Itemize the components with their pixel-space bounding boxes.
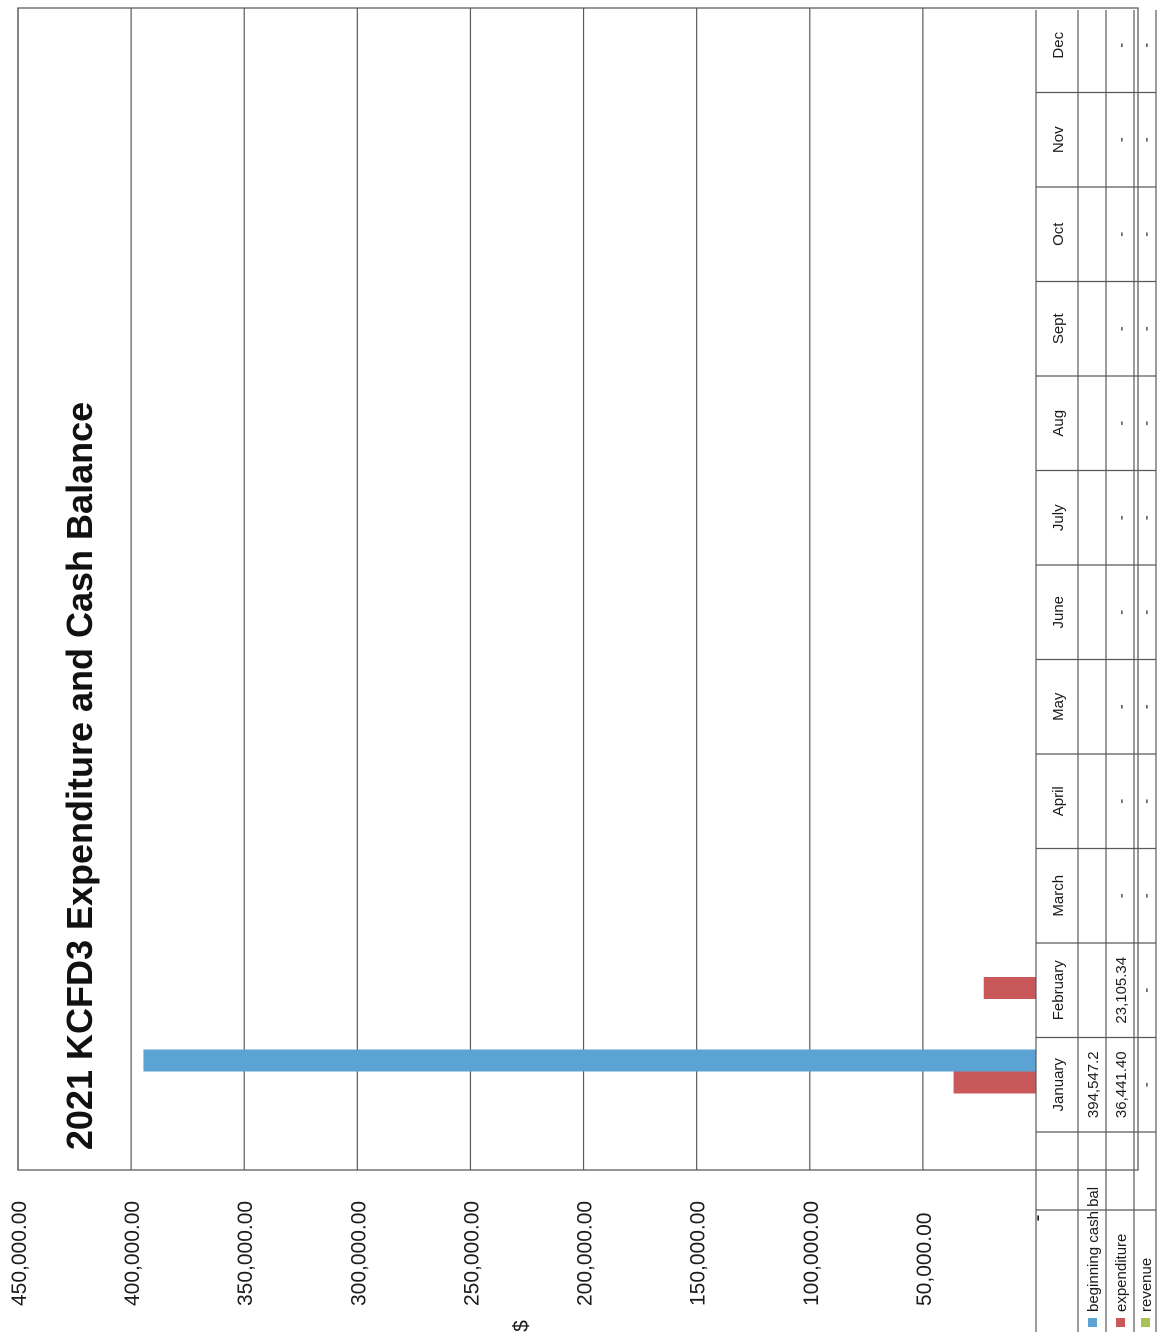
gridlines: [17, 8, 924, 1170]
category-label: April: [1050, 786, 1067, 816]
table-value: -: [1113, 704, 1130, 709]
table-value: -: [1113, 232, 1130, 237]
y-axis-label: $: [510, 1320, 533, 1332]
legend-key-expenditure: [1116, 1318, 1125, 1327]
y-tick-label: -: [1026, 1215, 1049, 1222]
data-table: January February March April May June July Aug S…: [1035, 10, 1157, 1332]
table-value: -: [1113, 326, 1130, 331]
table-value: -: [1138, 704, 1155, 709]
y-tick-label: 150,000.00: [687, 1201, 710, 1306]
y-tick-label: 350,000.00: [234, 1201, 257, 1306]
y-tick-label: 50,000.00: [913, 1213, 936, 1306]
category-label: Dec: [1050, 31, 1067, 58]
table-value: -: [1138, 232, 1155, 237]
category-label: Oct: [1050, 222, 1067, 246]
table-value: -: [1138, 799, 1155, 804]
y-tick-label: 450,000.00: [8, 1201, 31, 1306]
table-value: -: [1138, 893, 1155, 898]
series-name: revenue: [1138, 1258, 1155, 1312]
category-label: Aug: [1050, 410, 1067, 437]
series-name: expenditure: [1113, 1234, 1130, 1312]
table-value: -: [1138, 515, 1155, 520]
table-value: -: [1138, 326, 1155, 331]
table-value: -: [1138, 1082, 1155, 1087]
table-value: -: [1138, 43, 1155, 48]
bar-beginning-cash-bal-January: [143, 1049, 1037, 1072]
legend-key-revenue: [1141, 1318, 1150, 1327]
y-tick-label: 250,000.00: [460, 1201, 483, 1306]
table-value: -: [1113, 799, 1130, 804]
table-value: -: [1138, 421, 1155, 426]
series-name: beginning cash bal: [1085, 1187, 1102, 1312]
table-value: -: [1138, 137, 1155, 142]
bar-expenditure-February: [983, 977, 1036, 999]
bars: [143, 977, 1037, 1094]
category-label: Nov: [1050, 126, 1067, 153]
table-value: -: [1113, 610, 1130, 615]
table-value: -: [1113, 43, 1130, 48]
y-axis-tick-labels: - 50,000.00 100,000.00 150,000.00 200,000.00…: [8, 1201, 1049, 1306]
category-label: January: [1050, 1058, 1067, 1112]
table-value: 23,105.34: [1113, 957, 1130, 1024]
table-value: 394,547.2: [1085, 1051, 1102, 1118]
y-tick-label: 100,000.00: [800, 1201, 823, 1306]
y-tick-label: 300,000.00: [347, 1201, 370, 1306]
category-label: May: [1050, 692, 1067, 721]
table-value: 36,441.40: [1113, 1051, 1130, 1118]
table-value: -: [1113, 421, 1130, 426]
table-value: -: [1138, 610, 1155, 615]
plot-frame: [17, 7, 1139, 1171]
y-tick-label: 400,000.00: [121, 1201, 144, 1306]
category-label: July: [1050, 504, 1067, 531]
table-value: -: [1113, 893, 1130, 898]
y-tick-label: 200,000.00: [574, 1201, 597, 1306]
table-value: -: [1138, 988, 1155, 993]
bar-expenditure-January: [953, 1071, 1036, 1094]
category-label: March: [1050, 875, 1067, 917]
chart-title: 2021 KCFD3 Expenditure and Cash Balance: [59, 402, 100, 1150]
category-label: June: [1050, 596, 1067, 629]
table-value: -: [1113, 137, 1130, 142]
category-label: Sept: [1050, 312, 1067, 344]
category-label: February: [1050, 960, 1067, 1021]
table-value: -: [1113, 515, 1130, 520]
legend-key-beginning-cash-bal: [1088, 1318, 1097, 1327]
